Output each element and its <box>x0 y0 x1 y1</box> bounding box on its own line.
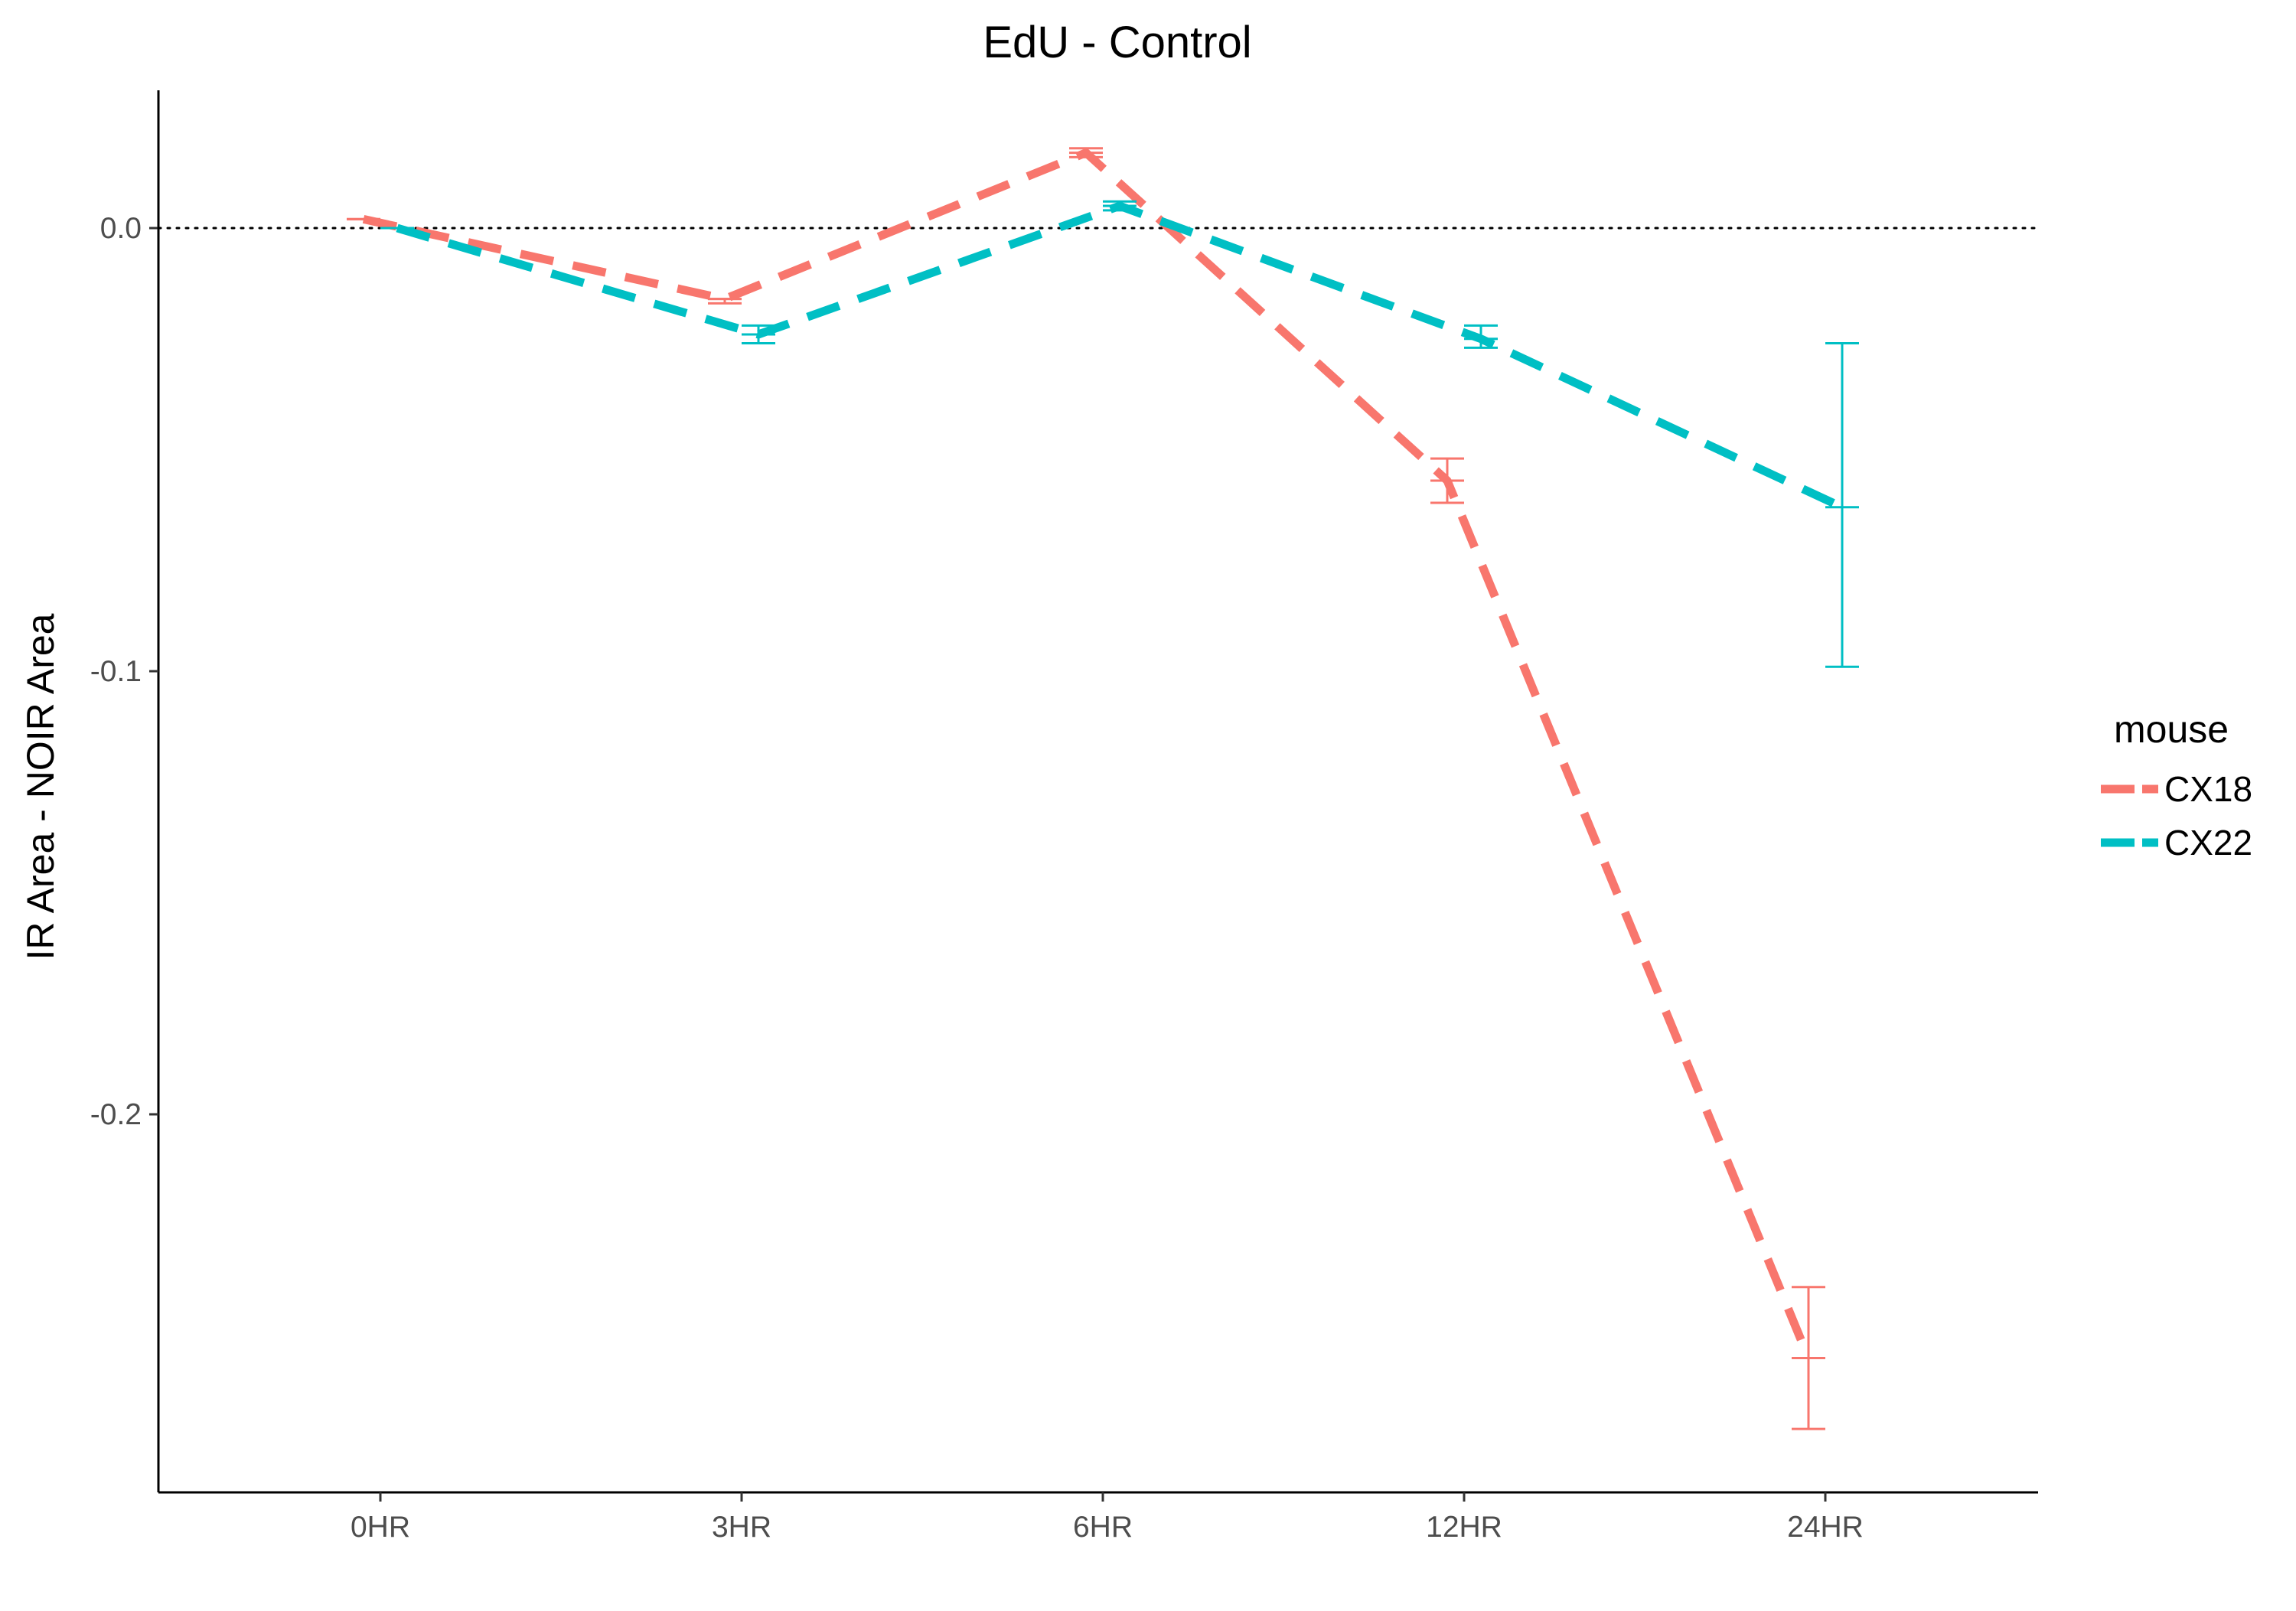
x-tick-label: 6HR <box>1073 1511 1133 1544</box>
error-bar-cx18 <box>1792 1286 1825 1430</box>
legend-label-cx18: CX18 <box>2164 769 2252 809</box>
y-tick-label: -0.1 <box>90 655 142 688</box>
series-line-cx18 <box>362 148 1813 1360</box>
legend-label-cx22: CX22 <box>2164 823 2252 863</box>
y-tick-label: -0.2 <box>90 1098 142 1131</box>
error-bar-cx22 <box>1825 342 1859 668</box>
x-tick-label: 3HR <box>712 1511 771 1544</box>
x-tick-label: 12HR <box>1426 1511 1502 1544</box>
error-bar-cx18 <box>1069 147 1103 158</box>
error-bar-cx22 <box>742 324 775 345</box>
chart-title: EdU - Control <box>983 18 1251 67</box>
y-tick-label: 0.0 <box>100 212 142 245</box>
error-bar-cx18 <box>708 298 742 305</box>
plot-area: 0.0 -0.1 -0.2 0HR 3HR 6HR 12HR 24HR <box>90 90 2040 1544</box>
legend-title: mouse <box>2114 708 2229 751</box>
legend: CX18 CX22 <box>2101 769 2252 863</box>
series-line-cx22 <box>396 201 1844 511</box>
x-tick-label: 0HR <box>351 1511 410 1544</box>
error-bar-cx22 <box>1103 200 1137 212</box>
error-bar-cx22 <box>1464 324 1498 349</box>
y-axis-title: IR Area - NOIR Area <box>19 613 62 960</box>
error-bar-cx18 <box>1430 457 1464 504</box>
x-tick-label: 24HR <box>1787 1511 1864 1544</box>
